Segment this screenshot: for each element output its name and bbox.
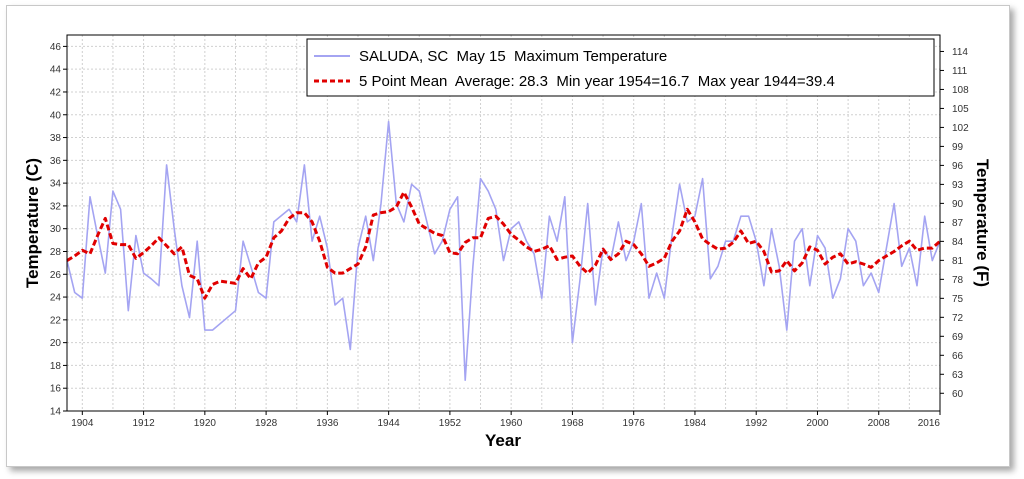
y-tick-label: 16 [50, 384, 62, 395]
x-tick-label: 2016 [918, 418, 941, 429]
y2-tick-label: 63 [952, 370, 964, 381]
y2-tick-label: 78 [952, 275, 964, 286]
series-layer [66, 120, 942, 382]
y-tick-label: 14 [50, 407, 62, 418]
y-axis-right: 60 63 66 69 72 75 78 81 84 87 90 93 96 99 102 105 108 111… [940, 47, 969, 400]
x-tick-label: 1976 [623, 418, 646, 429]
y2-tick-label: 99 [952, 142, 964, 153]
x-tick-label: 1992 [745, 418, 768, 429]
chart-frame: 1904 1912 1920 1928 1936 1944 1952 1960 1968 1976… [6, 5, 1010, 467]
y-tick-label: 40 [50, 110, 62, 121]
y-tick-label: 20 [50, 338, 62, 349]
x-tick-label: 1928 [255, 418, 278, 429]
y-tick-label: 32 [50, 201, 62, 212]
y-tick-label: 22 [50, 315, 62, 326]
y2-tick-label: 81 [952, 256, 964, 267]
x-tick-label: 1920 [194, 418, 217, 429]
legend-box [306, 38, 935, 97]
y-tick-label: 18 [50, 361, 62, 372]
y-tick-label: 38 [50, 133, 62, 144]
y-tick-label: 28 [50, 247, 62, 258]
y2-tick-label: 108 [952, 85, 969, 96]
temperature-chart: 1904 1912 1920 1928 1936 1944 1952 1960 1968 1976… [23, 34, 992, 450]
x-tick-label: 2000 [806, 418, 829, 429]
y2-tick-label: 87 [952, 218, 964, 229]
x-tick-label: 1960 [500, 418, 523, 429]
y2-tick-label: 102 [952, 123, 969, 134]
y2-tick-label: 111 [952, 66, 968, 77]
y-tick-label: 24 [50, 293, 62, 304]
y2-tick-label: 66 [952, 351, 964, 362]
series-line-1 [66, 120, 941, 382]
x-tick-label: 1952 [439, 418, 462, 429]
y2-tick-label: 75 [952, 294, 964, 305]
x-tick-label: 1944 [378, 418, 401, 429]
y-tick-label: 36 [50, 156, 62, 167]
x-tick-label: 2008 [868, 418, 891, 429]
x-tick-label: 1936 [316, 418, 339, 429]
y2-tick-label: 90 [952, 199, 964, 210]
y2-tick-label: 69 [952, 332, 964, 343]
y2-tick-label: 114 [952, 47, 968, 58]
y-tick-label: 30 [50, 224, 62, 235]
y-axis-title: Temperature (C) [23, 158, 42, 288]
x-tick-label: 1904 [71, 418, 94, 429]
y-tick-label: 44 [50, 65, 62, 76]
x-tick-label: 1984 [684, 418, 707, 429]
y2-tick-label: 93 [952, 180, 964, 191]
plot-border [66, 34, 941, 412]
y2-tick-label: 84 [952, 237, 964, 248]
y-tick-label: 34 [50, 179, 62, 190]
x-axis-title: Year [485, 431, 521, 450]
y-tick-label: 42 [50, 87, 62, 98]
legend: SALUDA, SC May 15 Maximum Temperature 5 … [306, 38, 935, 97]
y2-tick-label: 105 [952, 104, 969, 115]
y2-tick-label: 72 [952, 313, 964, 324]
y-axis-left: 14 16 18 20 22 24 26 28 30 32 34 36 38 40 42 44 46 [50, 42, 67, 418]
y2-tick-label: 60 [952, 389, 964, 400]
x-tick-label: 1968 [561, 418, 584, 429]
legend-label-series-1: SALUDA, SC May 15 Maximum Temperature [359, 48, 667, 65]
y2-axis-title: Temperature (F) [973, 159, 992, 287]
x-axis: 1904 1912 1920 1928 1936 1944 1952 1960 1968 1976… [71, 411, 941, 429]
y-tick-label: 26 [50, 270, 62, 281]
series-line-2 [66, 190, 942, 300]
x-tick-label: 1912 [132, 418, 155, 429]
y2-tick-label: 96 [952, 161, 964, 172]
legend-label-series-2: 5 Point Mean Average: 28.3 Min year 1954… [359, 73, 835, 90]
y-tick-label: 46 [50, 42, 62, 53]
